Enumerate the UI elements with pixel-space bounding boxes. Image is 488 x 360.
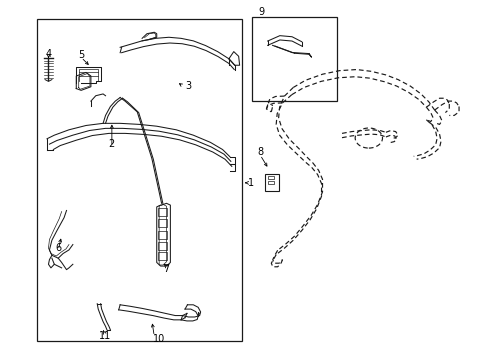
Text: 3: 3 bbox=[184, 81, 191, 91]
Bar bbox=[158, 231, 166, 239]
Text: 8: 8 bbox=[257, 147, 263, 157]
Bar bbox=[265, 174, 279, 192]
Bar bbox=[158, 242, 166, 250]
Bar bbox=[251, 17, 336, 101]
Text: 2: 2 bbox=[108, 139, 115, 149]
Text: 11: 11 bbox=[99, 331, 111, 341]
Text: 10: 10 bbox=[153, 333, 165, 343]
Bar bbox=[158, 252, 166, 260]
Bar bbox=[37, 19, 242, 341]
Bar bbox=[268, 181, 274, 184]
Bar bbox=[158, 220, 166, 227]
Text: 6: 6 bbox=[55, 243, 61, 253]
Text: 7: 7 bbox=[163, 264, 169, 274]
Text: 5: 5 bbox=[78, 50, 84, 60]
Text: 4: 4 bbox=[45, 49, 51, 59]
Text: 9: 9 bbox=[258, 7, 264, 17]
Bar bbox=[158, 208, 166, 216]
Bar bbox=[268, 176, 274, 179]
Text: 1: 1 bbox=[248, 178, 254, 188]
